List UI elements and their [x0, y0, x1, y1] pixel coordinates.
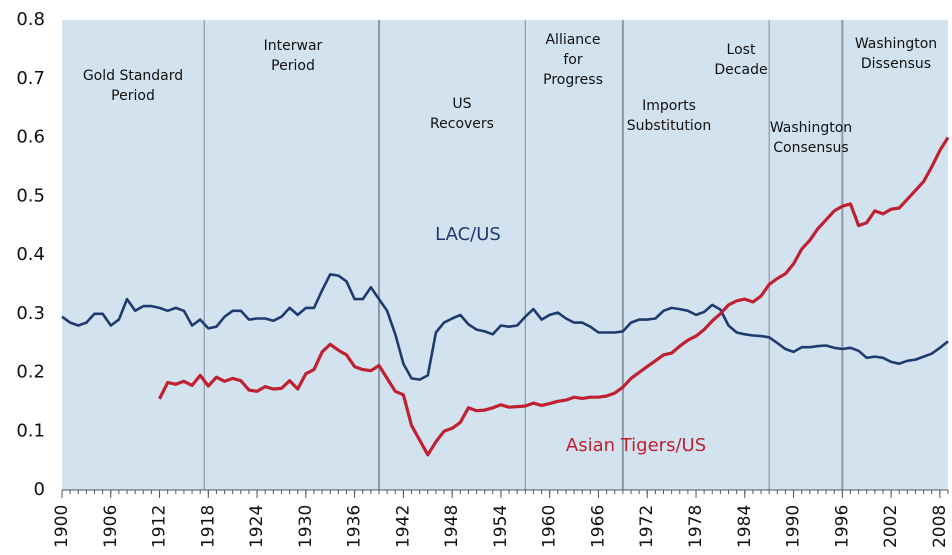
period-label: Imports	[642, 98, 696, 114]
x-tick-label: 2008	[930, 505, 950, 548]
x-tick-label: 1924	[247, 505, 267, 548]
x-tick-label: 1930	[296, 505, 316, 548]
y-tick-label: 0.3	[16, 303, 45, 324]
series-label: Asian Tigers/US	[566, 435, 706, 456]
period-label: Alliance	[545, 32, 600, 48]
plot-area	[62, 20, 948, 490]
y-tick-label: 0.4	[16, 244, 45, 265]
x-tick-label: 1990	[784, 505, 804, 548]
series-line	[158, 136, 950, 457]
x-tick-label: 1996	[832, 505, 852, 548]
x-tick-label: 1906	[101, 505, 121, 548]
x-tick-label: 1918	[198, 505, 218, 548]
x-tick-label: 1966	[588, 505, 608, 548]
series-label: LAC/US	[435, 224, 501, 245]
x-tick-label: 2002	[881, 505, 901, 548]
period-label: Washington	[855, 36, 937, 52]
y-tick-label: 0.5	[16, 185, 45, 206]
x-tick-label: 1984	[735, 505, 755, 548]
x-tick-label: 1972	[637, 505, 657, 548]
period-label: Substitution	[627, 118, 712, 134]
x-tick-label: 1912	[150, 505, 170, 548]
period-label: Decade	[714, 62, 767, 78]
period-label: Washington	[770, 120, 852, 136]
period-label: Consensus	[773, 140, 848, 156]
period-label: Lost	[727, 42, 756, 58]
x-tick-label: 1936	[345, 505, 365, 548]
period-label: Interwar	[264, 38, 323, 54]
series-line	[61, 273, 949, 381]
x-tick-label: 1960	[540, 505, 560, 548]
period-label: US	[452, 96, 471, 112]
period-label: Dissensus	[861, 56, 931, 72]
period-label: for	[563, 52, 582, 68]
period-label: Period	[111, 88, 155, 104]
x-tick-label: 1948	[442, 505, 462, 548]
period-label: Progress	[543, 72, 603, 88]
y-tick-label: 0.2	[16, 362, 45, 383]
y-tick-label: 0.1	[16, 420, 45, 441]
x-tick-label: 1954	[491, 505, 511, 548]
x-tick-label: 1900	[52, 505, 72, 548]
period-label: Recovers	[430, 116, 494, 132]
y-tick-label: 0.7	[16, 68, 45, 89]
period-label: Period	[271, 58, 315, 74]
period-label: Gold Standard	[83, 68, 183, 84]
y-tick-label: 0	[34, 479, 45, 500]
y-tick-label: 0.6	[16, 127, 45, 148]
x-tick-label: 1978	[686, 505, 706, 548]
x-tick-label: 1942	[393, 505, 413, 548]
y-tick-label: 0.8	[16, 9, 45, 30]
